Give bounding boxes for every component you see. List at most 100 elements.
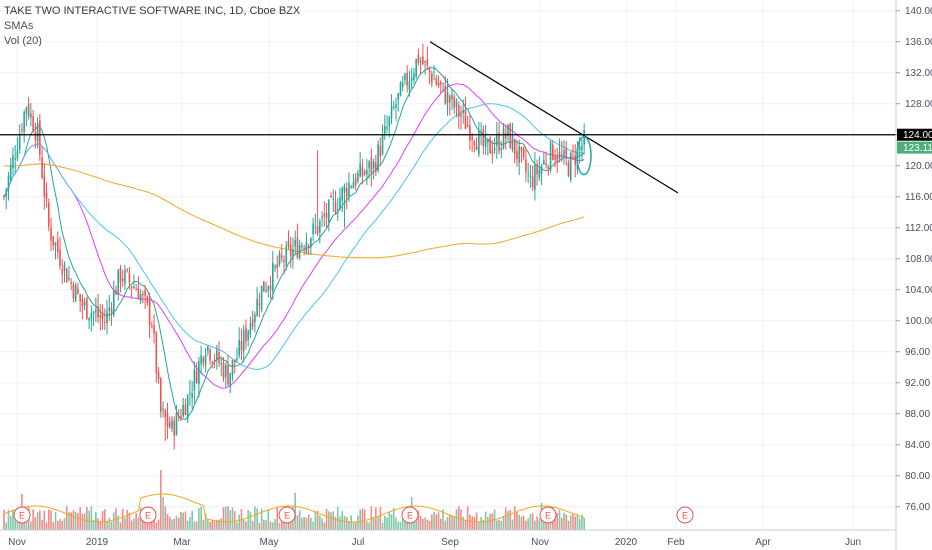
volume-bar <box>538 518 541 530</box>
volume-bar <box>213 520 216 530</box>
volume-bar <box>119 522 122 530</box>
volume-bar <box>321 518 323 530</box>
candle-body <box>48 202 50 227</box>
candle-body <box>567 162 570 177</box>
candle-body <box>173 420 176 436</box>
volume-bar <box>529 514 532 530</box>
candle-body <box>502 128 505 149</box>
volume-bar <box>265 519 267 530</box>
candle-body <box>7 175 10 190</box>
candle-body <box>224 364 227 377</box>
candle-body <box>50 227 52 241</box>
candle-body <box>68 277 70 280</box>
candle-body <box>164 409 167 418</box>
volume-bar <box>513 506 516 530</box>
candle-body <box>104 322 106 324</box>
symbol-title: TAKE TWO INTERACTIVE SOFTWARE INC, 1D, C… <box>4 5 301 17</box>
volume-bar <box>269 521 272 530</box>
candle-body <box>475 146 478 150</box>
candle-body <box>574 155 576 165</box>
candle-body <box>5 188 8 197</box>
candle-body <box>520 146 523 151</box>
candle-body <box>543 160 545 165</box>
volume-bar <box>117 515 120 530</box>
candle-body <box>513 138 516 154</box>
candle-body <box>368 161 370 169</box>
candle-body <box>392 106 395 108</box>
volume-bar <box>65 506 68 530</box>
volume-bar <box>361 508 364 530</box>
candle-body <box>168 422 171 428</box>
volume-bar <box>536 516 538 530</box>
volume-ma-line <box>3 493 585 523</box>
volume-bar <box>462 516 464 530</box>
volume-bar <box>126 509 128 530</box>
candle-body <box>9 164 12 180</box>
volume-bar <box>482 520 485 530</box>
volume-bar <box>220 518 223 530</box>
volume-bar <box>576 513 579 530</box>
candle-body <box>14 158 16 160</box>
candle-body <box>39 120 41 155</box>
candle-body <box>267 286 270 291</box>
volume-bar <box>404 514 406 530</box>
last-price-tag <box>897 141 932 154</box>
candle-body <box>339 197 341 209</box>
volume-bar <box>272 522 274 530</box>
candle-body <box>229 372 232 387</box>
candle-body <box>139 293 142 302</box>
candle-body <box>126 269 128 271</box>
candle-body <box>462 110 464 114</box>
volume-bar <box>124 517 126 530</box>
volume-bar <box>191 510 193 530</box>
candle-body <box>381 134 384 154</box>
candle-body <box>448 95 451 103</box>
trend-line <box>429 41 679 194</box>
volume-bar <box>451 515 453 530</box>
candle-body <box>61 269 64 275</box>
volume-bar <box>276 507 279 530</box>
candle-body <box>428 67 431 73</box>
candle-body <box>504 132 507 139</box>
volume-bar <box>531 513 534 530</box>
candle-body <box>79 294 81 302</box>
price-axis-label: 140.00 <box>905 6 932 17</box>
volume-bar <box>294 492 296 530</box>
earnings-marker-icon <box>139 506 157 524</box>
volume-bar <box>30 521 32 530</box>
volume-bar <box>334 516 337 530</box>
volume-bar <box>350 515 352 530</box>
volume-bar <box>377 516 379 530</box>
sma-legend: SMAs <box>4 20 34 32</box>
volume-bar <box>471 516 473 530</box>
volume-bar <box>249 511 252 530</box>
candle-body <box>155 332 158 373</box>
volume-bar <box>52 522 55 530</box>
candle-body <box>310 238 312 247</box>
volume-bar <box>128 512 131 530</box>
candle-body <box>171 419 173 429</box>
volume-bar <box>153 516 155 530</box>
volume-bar <box>242 519 245 530</box>
volume-bar <box>368 522 370 530</box>
volume-bar <box>77 513 79 530</box>
volume-bar <box>480 516 482 530</box>
volume-bar <box>135 513 137 530</box>
volume-bar <box>92 519 95 530</box>
candle-body <box>254 314 256 323</box>
candle-body <box>256 298 258 316</box>
volume-bar <box>339 516 341 530</box>
candle-body <box>27 103 30 117</box>
volume-bar <box>48 509 50 530</box>
candle-body <box>357 172 359 182</box>
candle-body <box>233 359 236 363</box>
volume-bar <box>211 519 214 530</box>
volume-bar <box>316 510 319 530</box>
candle-body <box>177 415 180 417</box>
volume-bar <box>442 509 444 530</box>
volume-bar <box>522 515 525 530</box>
earnings-marker-label: E <box>682 511 688 521</box>
volume-bar <box>14 513 16 530</box>
time-axis-label: Nov <box>8 537 26 548</box>
